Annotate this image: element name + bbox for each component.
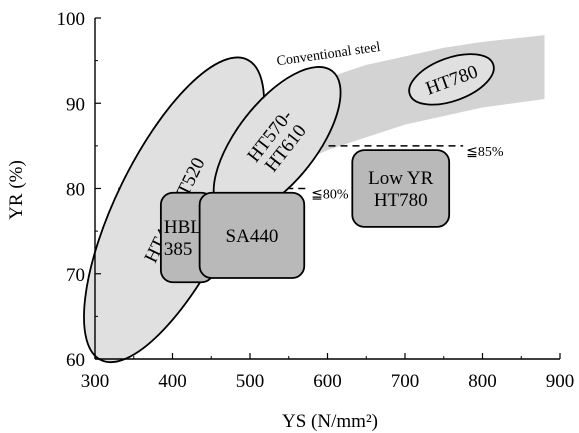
y-tick-label: 90 [66, 94, 85, 115]
x-tick-label: 400 [158, 371, 187, 392]
threshold-label-85: ≦85% [466, 145, 504, 160]
x-tick-label: 900 [546, 371, 575, 392]
region-layer: HT490-HT520HT570-HT610HT780HBL385SA440Lo… [83, 53, 495, 364]
box-sa440 [198, 191, 306, 279]
box-label-line: HT780 [374, 190, 428, 211]
conventional-steel-band [110, 35, 545, 334]
axes: 300 400 500 600 700 800 900 60 70 80 90 100 [57, 9, 575, 392]
ellipse-group-2: HT780 [408, 53, 495, 106]
threshold-label-80: ≦80% [311, 188, 349, 203]
x-tick-label: 500 [236, 371, 265, 392]
y-tick-label: 60 [66, 350, 85, 371]
x-tick-label: 800 [468, 371, 497, 392]
x-axis-title: YS (N/mm²) [282, 411, 378, 432]
box-label-line: HBL [164, 217, 202, 238]
y-axis-title: YR (%) [6, 160, 27, 220]
box-low-yr-ht780 [351, 149, 451, 228]
x-tick-label: 300 [81, 371, 110, 392]
ellipse-group-1: HT570-HT610 [212, 66, 342, 218]
box-label-line: 385 [164, 239, 193, 260]
y-tick-label: 80 [66, 180, 85, 201]
conventional-steel-label: Conventional steel [276, 40, 382, 69]
x-tick-label: 600 [313, 371, 342, 392]
box-label-line: SA440 [226, 226, 279, 247]
x-tick-label: 700 [391, 371, 420, 392]
y-tick-label: 70 [66, 265, 85, 286]
box-label-line: Low YR [368, 168, 434, 189]
ellipse-ht780 [408, 53, 495, 106]
y-tick-label: 100 [57, 9, 86, 30]
